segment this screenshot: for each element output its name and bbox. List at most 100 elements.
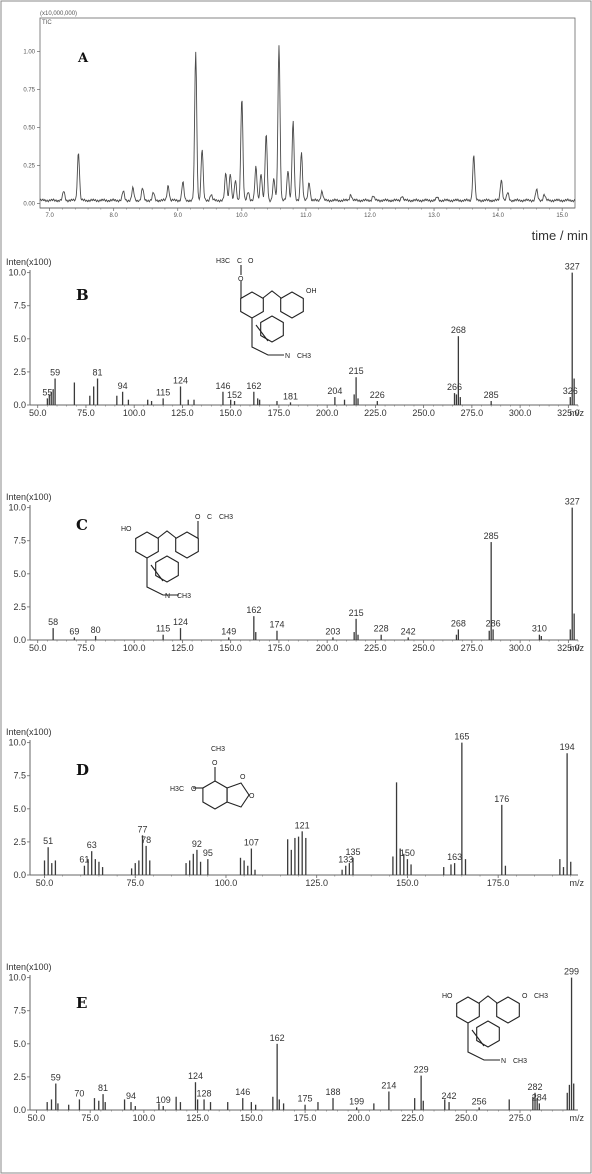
panel-e-peak-label: 299 [564, 967, 579, 977]
panel-b-mass-spectrum: Inten(x100) B 0.0 2.5 5.0 7.5 10.0 50.0 75.0 100.… [6, 257, 584, 418]
structure-b-ring [262, 290, 282, 299]
panel-a-y-tick-label: 1.00 [23, 49, 35, 55]
panel-e-peak-label: 124 [188, 1071, 203, 1081]
panel-c-x-tick-label: 325.0 [557, 643, 580, 653]
panel-d-y-label: Inten(x100) [6, 727, 52, 737]
panel-c-x-label: m/z [570, 643, 585, 653]
panel-b-peak-label: 94 [118, 381, 128, 391]
structure-b-atom: O [248, 258, 254, 265]
panel-c-peak-label: 203 [325, 626, 340, 636]
panel-e-x-tick-label: 50.0 [28, 1113, 46, 1123]
panel-a-x-tick-label: 9.0 [174, 213, 183, 219]
panel-b-label: B [76, 286, 89, 304]
panel-b-x-tick-label: 300.0 [509, 408, 532, 418]
structure-b-ring [240, 291, 264, 319]
panel-e-peak-label: 284 [532, 1092, 547, 1102]
panel-b-peak-label: 162 [246, 381, 261, 391]
panel-e-peak-label: 282 [528, 1082, 543, 1092]
panel-a-x-tick-label: 12.0 [364, 213, 376, 219]
panel-c-y-tick-label: 10.0 [8, 503, 26, 513]
panel-e-peak-label: 229 [414, 1065, 429, 1075]
panel-b-x-tick-label: 150.0 [219, 408, 242, 418]
panel-c-peak-label: 115 [156, 624, 170, 634]
panel-b-peak-label: 285 [484, 390, 499, 400]
structure-e-atom: N [501, 1058, 506, 1065]
panel-d-peak-label: 150 [400, 848, 415, 858]
panel-d-peak-label: 165 [454, 732, 469, 742]
structure-e-atom: CH3 [534, 993, 548, 1000]
panel-c-peak-label: 69 [69, 626, 79, 636]
panel-e-peak-label: 188 [325, 1087, 340, 1097]
panel-e-label: E [76, 994, 87, 1012]
structure-b-atom: OH [306, 288, 317, 295]
structure-b-bond [255, 324, 269, 342]
panel-c-x-tick-label: 300.0 [509, 643, 532, 653]
structure-b-ring [280, 291, 304, 319]
panel-b-peak-label: 204 [327, 386, 342, 396]
panel-e-peak-label: 59 [51, 1073, 61, 1083]
structure-c-chain [146, 558, 179, 596]
panel-a-plot-frame [39, 17, 576, 209]
panel-a-x-label: time / min [532, 228, 588, 243]
panel-d-peak-label: 133 [338, 855, 353, 865]
structure-b-chain [251, 318, 284, 356]
structure-e-ring [478, 995, 498, 1004]
structure-c: HO O C CH3 N CH3 [121, 514, 233, 600]
structure-d-atom: O [249, 793, 255, 800]
panel-e-peak-label: 146 [235, 1087, 250, 1097]
panel-c-x-tick-label: 75.0 [77, 643, 95, 653]
panel-c-x-tick-label: 125.0 [171, 643, 194, 653]
panel-c-peak-label: 58 [48, 617, 58, 627]
panel-b-x-tick-label: 100.0 [123, 408, 146, 418]
panel-e-peak-label: 128 [197, 1088, 212, 1098]
panel-e-x-tick-label: 175.0 [294, 1113, 317, 1123]
panel-a-x-tick-label: 13.0 [428, 213, 440, 219]
panel-d-peak-label: 121 [295, 820, 310, 830]
panel-d-peak-label: 107 [244, 838, 259, 848]
panel-d-peak-label: 92 [192, 839, 202, 849]
panel-e-peak-label: 109 [156, 1095, 171, 1105]
structure-b-atom: N [285, 353, 290, 360]
panel-c-x-tick-label: 225.0 [364, 643, 387, 653]
panel-d-x-tick-label: 50.0 [36, 878, 54, 888]
panel-b-x-tick-label: 250.0 [412, 408, 435, 418]
panel-c-peak-label: 215 [349, 608, 364, 618]
panel-b-peak-label: 215 [349, 366, 364, 376]
panel-b-peak-label: 59 [50, 368, 60, 378]
panel-b-peak-label: 326 [563, 386, 578, 396]
panel-c-y-tick-label: 2.5 [13, 602, 26, 612]
panel-a-x-tick-label: 15.0 [556, 213, 568, 219]
panel-b-x-tick-label: 125.0 [171, 408, 194, 418]
panel-e-y-tick-label: 5.0 [13, 1039, 26, 1049]
panel-b-x-tick-label: 50.0 [29, 408, 47, 418]
panel-b-peak-label: 181 [283, 391, 298, 401]
panel-c-x-tick-label: 250.0 [412, 643, 435, 653]
panel-e-x-tick-label: 75.0 [81, 1113, 99, 1123]
panel-a-y-tick-label: 0.25 [23, 163, 35, 169]
panel-e-peak-label: 242 [442, 1091, 457, 1101]
panel-c-x-tick-label: 175.0 [268, 643, 291, 653]
panel-e-peak-label: 214 [381, 1080, 396, 1090]
panel-b-peak-label: 115 [156, 387, 170, 397]
panel-e-y-tick-label: 2.5 [13, 1072, 26, 1082]
panel-d-y-tick-label: 2.5 [13, 837, 26, 847]
structure-e-ring [496, 996, 520, 1024]
panel-e-y-tick-label: 7.5 [13, 1006, 26, 1016]
panel-b-y-tick-label: 5.0 [13, 334, 26, 344]
structure-b-ring [260, 315, 284, 343]
panel-d-peak-label: 163 [447, 852, 462, 862]
panel-d-x-tick-label: 100.0 [215, 878, 238, 888]
structure-e-ring [456, 996, 480, 1024]
panel-a-x-tick-label: 11.0 [300, 213, 312, 219]
panel-d-peak-label: 78 [141, 835, 151, 845]
panel-e-x-tick-label: 250.0 [455, 1113, 478, 1123]
structure-d-ring [202, 780, 228, 810]
panel-c-y-tick-label: 7.5 [13, 536, 26, 546]
structure-c-ring [155, 555, 179, 583]
panel-e-mass-spectrum: Inten(x100) E 0.0 2.5 5.0 7.5 10.0 50.0 75.0 100.… [6, 962, 584, 1123]
structure-c-ring [135, 531, 159, 559]
panel-d-x-tick-label: 175.0 [487, 878, 510, 888]
